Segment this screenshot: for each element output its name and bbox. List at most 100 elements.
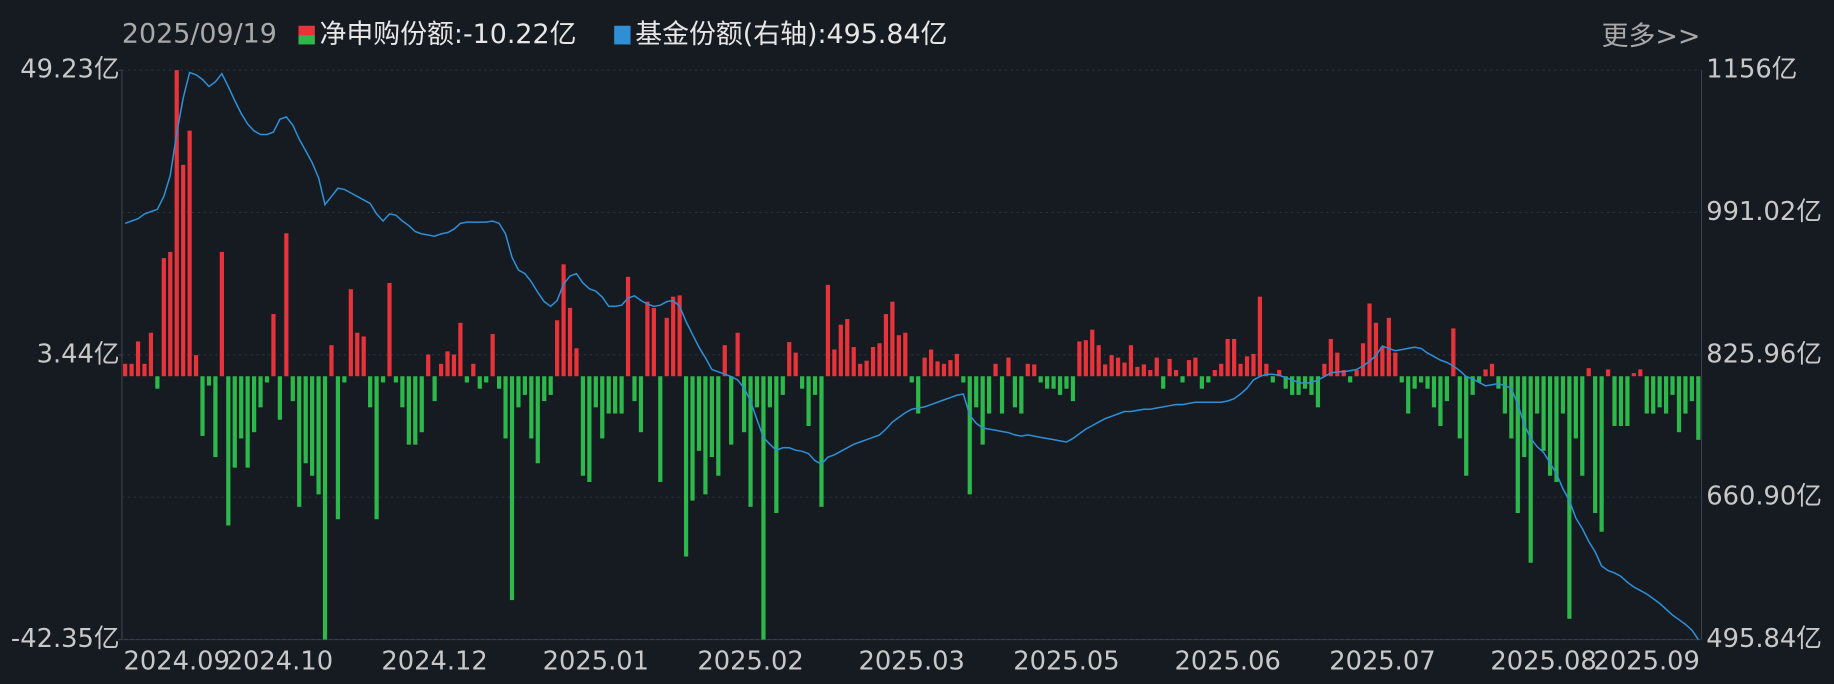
bar bbox=[1670, 376, 1675, 395]
bar bbox=[954, 353, 959, 377]
bar bbox=[1077, 341, 1082, 377]
bar bbox=[387, 282, 392, 377]
bar bbox=[819, 376, 824, 507]
bar bbox=[567, 307, 573, 377]
bar bbox=[1657, 376, 1662, 408]
x-tick-label: 2024.12 bbox=[381, 646, 487, 676]
bar bbox=[1025, 363, 1030, 377]
bar bbox=[1444, 376, 1449, 402]
bar bbox=[1618, 376, 1624, 426]
bar bbox=[1309, 376, 1314, 395]
y2-tick-label: 1156亿 bbox=[1706, 55, 1797, 85]
bar bbox=[135, 341, 141, 377]
bar bbox=[741, 376, 747, 433]
bar bbox=[1528, 376, 1533, 563]
bar bbox=[1038, 376, 1043, 383]
bar bbox=[1502, 376, 1508, 414]
bar bbox=[903, 332, 908, 377]
legend-entry: 净申购份额:-10.22亿 bbox=[320, 19, 577, 50]
bar bbox=[251, 376, 257, 433]
bar bbox=[1354, 370, 1359, 377]
bar bbox=[890, 301, 895, 377]
bar bbox=[1373, 322, 1379, 377]
bar bbox=[555, 320, 560, 377]
bar bbox=[1483, 369, 1488, 377]
bar bbox=[290, 376, 295, 402]
bar bbox=[335, 376, 341, 520]
x-tick-label: 2025.01 bbox=[543, 646, 649, 676]
bar bbox=[1535, 376, 1540, 414]
bar bbox=[1335, 352, 1340, 377]
bar bbox=[1109, 355, 1114, 377]
bar bbox=[535, 376, 540, 464]
legend-value: :-10.22亿 bbox=[454, 19, 577, 50]
bar bbox=[993, 363, 998, 377]
bar bbox=[1115, 357, 1121, 377]
more-link[interactable]: 更多>> bbox=[1602, 21, 1701, 52]
bar bbox=[219, 251, 224, 377]
bar bbox=[1599, 376, 1604, 532]
bar bbox=[1096, 345, 1101, 377]
y2-tick-label: 495.84亿 bbox=[1706, 624, 1822, 654]
bar bbox=[677, 295, 682, 377]
bar bbox=[226, 376, 231, 526]
bar bbox=[1141, 364, 1146, 377]
bar bbox=[1193, 357, 1198, 377]
bar bbox=[845, 319, 850, 377]
bar bbox=[1090, 329, 1095, 377]
bar bbox=[161, 258, 166, 377]
bar bbox=[1290, 376, 1295, 395]
bar bbox=[916, 376, 921, 414]
bar bbox=[329, 345, 334, 377]
bar bbox=[1122, 362, 1127, 377]
bar bbox=[877, 343, 882, 377]
bar bbox=[619, 376, 624, 414]
bar bbox=[1244, 356, 1250, 377]
bar bbox=[896, 335, 901, 377]
x-tick-label: 2025.05 bbox=[1013, 646, 1119, 676]
bar bbox=[1257, 296, 1263, 377]
bar bbox=[909, 376, 914, 383]
bar bbox=[155, 376, 160, 389]
bar bbox=[1547, 376, 1553, 476]
bar bbox=[858, 363, 863, 377]
bar bbox=[477, 376, 482, 389]
bar bbox=[193, 355, 199, 377]
bar bbox=[245, 376, 250, 468]
bar bbox=[142, 363, 147, 377]
bar bbox=[129, 363, 134, 377]
bar bbox=[168, 251, 173, 377]
bar bbox=[322, 376, 328, 640]
y-tick-label: 49.23亿 bbox=[20, 55, 119, 85]
x-tick-label: 2025.02 bbox=[697, 646, 803, 676]
bar bbox=[645, 301, 650, 377]
bar bbox=[716, 376, 721, 476]
bar bbox=[232, 376, 237, 468]
bar bbox=[729, 376, 734, 445]
bar bbox=[1580, 376, 1585, 476]
bar bbox=[419, 376, 424, 433]
bar bbox=[529, 376, 534, 439]
bar bbox=[722, 345, 727, 377]
bar bbox=[651, 307, 656, 377]
bar bbox=[1225, 338, 1230, 377]
bar bbox=[258, 376, 263, 408]
bar bbox=[1509, 376, 1514, 439]
legend: 净申购份额:-10.22亿 基金份额(右轴):495.84亿 bbox=[298, 19, 947, 50]
bar bbox=[1399, 376, 1404, 383]
bar bbox=[1522, 376, 1527, 458]
bar bbox=[864, 360, 869, 377]
bar bbox=[1625, 376, 1630, 426]
bar bbox=[496, 376, 502, 389]
bar bbox=[1418, 376, 1424, 383]
bar bbox=[1663, 376, 1669, 414]
bar bbox=[348, 289, 353, 377]
bar bbox=[748, 376, 753, 507]
bar bbox=[1186, 360, 1192, 377]
bar bbox=[1477, 376, 1482, 383]
y-tick-label: -42.35亿 bbox=[11, 624, 120, 654]
bar bbox=[1083, 340, 1088, 377]
bar bbox=[271, 314, 276, 377]
bar bbox=[928, 349, 934, 377]
bar bbox=[1128, 345, 1134, 377]
